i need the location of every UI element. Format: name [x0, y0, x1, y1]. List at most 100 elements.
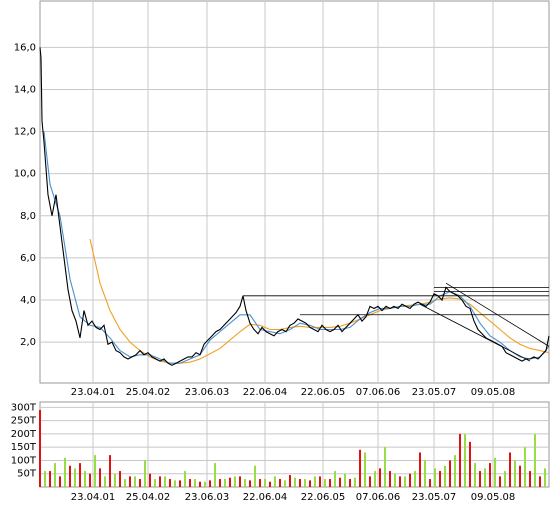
x-tick-label: 23.06.03 — [185, 492, 230, 503]
volume-bar — [264, 479, 266, 487]
volume-bar — [474, 463, 476, 487]
volume-bar — [319, 476, 321, 487]
y-tick-label: 50T — [17, 469, 37, 480]
volume-bar — [519, 465, 521, 487]
volume-bar — [374, 471, 376, 487]
volume-bar — [124, 479, 126, 487]
volume-bar — [84, 471, 86, 487]
volume-bar — [214, 463, 216, 487]
volume-bar — [389, 471, 391, 487]
y-tick-label: 6,0 — [20, 253, 36, 264]
volume-bar — [259, 479, 261, 487]
volume-bar — [114, 473, 116, 487]
x-tick-label: 07.06.06 — [356, 387, 401, 398]
price-line — [39, 47, 550, 366]
y-tick-label: 4,0 — [20, 295, 36, 306]
y-tick-label: 100T — [11, 455, 37, 466]
volume-bar — [334, 471, 336, 487]
x-tick-label: 25.04.02 — [126, 387, 171, 398]
volume-bar — [404, 476, 406, 487]
volume-bar — [234, 476, 236, 487]
plot-area — [39, 0, 550, 384]
volume-bar — [109, 455, 111, 487]
volume-bar — [74, 468, 76, 487]
volume-bar — [179, 480, 181, 487]
volume-bar — [269, 481, 271, 487]
volume-bar — [409, 473, 411, 487]
volume-bar — [89, 473, 91, 487]
volume-bar — [454, 455, 456, 487]
volume-bar — [244, 479, 246, 487]
volume-bar — [499, 476, 501, 487]
volume-bar — [59, 476, 61, 487]
volume-bar — [324, 479, 326, 487]
volume-bar — [279, 479, 281, 487]
volume-bar — [189, 479, 191, 487]
x-tick-label: 22.06.05 — [301, 492, 346, 503]
y-tick-label: 300T — [11, 402, 37, 413]
volume-bar — [224, 479, 226, 487]
volume-bar — [429, 479, 431, 487]
volume-bar — [309, 480, 311, 487]
volume-bar — [94, 455, 96, 487]
volume-bar — [524, 447, 526, 487]
volume-bar — [369, 476, 371, 487]
x-tick-label: 23.05.07 — [412, 492, 457, 503]
volume-bar — [274, 476, 276, 487]
price-line — [43, 131, 550, 364]
trend-line — [419, 303, 531, 362]
volume-bar — [489, 463, 491, 487]
y-tick-label: 150T — [11, 442, 37, 453]
volume-bar — [359, 449, 361, 487]
y-tick-label: 200T — [11, 429, 37, 440]
volume-bar — [424, 460, 426, 487]
volume-bar — [194, 479, 196, 487]
volume-bar — [169, 479, 171, 487]
volume-bar — [529, 471, 531, 487]
volume-bar — [129, 476, 131, 487]
plot-area — [39, 401, 550, 488]
volume-bar — [479, 471, 481, 487]
volume-bar — [229, 477, 231, 487]
x-tick-label: 23.04.01 — [71, 492, 116, 503]
volume-bar — [364, 452, 366, 487]
volume-bar — [484, 468, 486, 487]
volume-bar — [329, 479, 331, 487]
volume-bar — [514, 460, 516, 487]
volume-bar — [184, 471, 186, 487]
volume-bar — [104, 476, 106, 487]
volume-bar — [314, 476, 316, 487]
volume-bar — [504, 471, 506, 487]
volume-bar — [444, 465, 446, 487]
volume-bar — [209, 480, 211, 487]
y-tick-label: 250T — [11, 416, 37, 427]
volume-bar — [399, 476, 401, 487]
volume-bar — [419, 452, 421, 487]
y-tick-label: 12,0 — [14, 127, 36, 138]
volume-bar — [134, 476, 136, 487]
volume-bar — [64, 457, 66, 487]
volume-bar — [354, 477, 356, 487]
x-tick-label: 22.06.04 — [243, 387, 288, 398]
volume-bar — [79, 463, 81, 487]
volume-bar — [304, 479, 306, 487]
volume-bar — [294, 477, 296, 487]
volume-bar — [154, 479, 156, 487]
volume-bar — [69, 465, 71, 487]
y-tick-label: 16,0 — [14, 42, 36, 53]
volume-bar — [344, 473, 346, 487]
volume-bar — [249, 480, 251, 487]
y-tick-label: 10,0 — [14, 169, 36, 180]
volume-bar — [164, 476, 166, 487]
volume-bar — [534, 433, 536, 487]
volume-bar — [469, 441, 471, 487]
y-tick-label: 14,0 — [14, 84, 36, 95]
volume-bar — [459, 433, 461, 487]
volume-bar — [464, 433, 466, 487]
volume-bar — [384, 447, 386, 487]
volume-bar — [349, 479, 351, 487]
y-tick-label: 2,0 — [20, 337, 36, 348]
volume-bar — [254, 465, 256, 487]
volume-bar — [339, 477, 341, 487]
x-tick-label: 22.06.05 — [301, 387, 346, 398]
